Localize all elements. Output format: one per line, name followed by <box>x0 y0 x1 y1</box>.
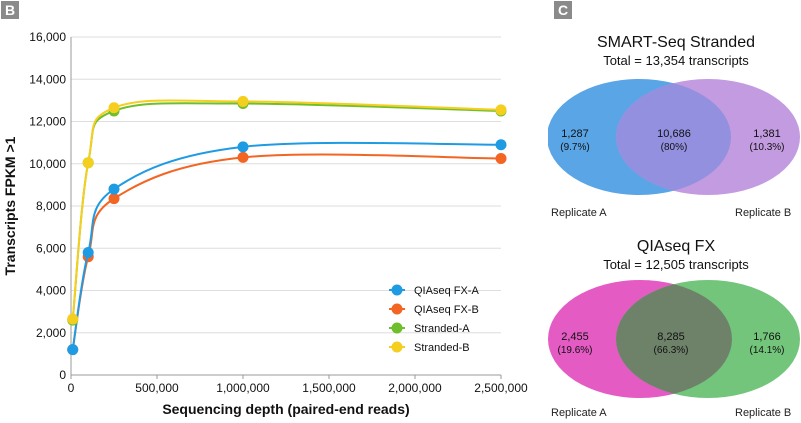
venn-smart-subtitle: Total = 13,354 transcripts <box>603 53 749 68</box>
x-tick-label: 2,500,000 <box>474 381 528 395</box>
venn-smart-overlap-region: 10,686 (80%) <box>644 128 704 154</box>
legend-marker-stranded-b <box>391 341 403 353</box>
data-point-stranded-b <box>67 313 79 325</box>
venn-qia-overlap-count: 8,285 <box>657 331 685 343</box>
panel-c-badge: C <box>554 1 572 19</box>
venn-smart-overlap-pct: (80%) <box>660 142 688 153</box>
series-line-stranded-b <box>71 99 502 320</box>
x-tick-label: 0 <box>68 381 75 395</box>
series-line-qiaseq-fx-b <box>71 153 502 350</box>
venn-smart-left-region: 1,287 (9.7%) <box>545 128 605 154</box>
data-point-qiaseq-fx-a <box>108 183 120 195</box>
legend-marker-stranded-a <box>391 322 403 334</box>
venn-qia-left-label: Replicate A <box>551 407 607 419</box>
legend-label-qiaseq-fx-a: QIAseq FX-A <box>414 285 479 297</box>
y-tick-label: 10,000 <box>29 157 66 171</box>
y-tick-label: 12,000 <box>29 115 66 129</box>
data-point-qiaseq-fx-a <box>67 344 79 356</box>
y-tick-label: 6,000 <box>36 241 66 255</box>
venn-smart-right-count: 1,381 <box>753 128 781 140</box>
venn-qia-right-pct: (14.1%) <box>749 345 785 356</box>
x-tick-label: 2,000,000 <box>388 381 442 395</box>
venn-smart-title: SMART-Seq Stranded <box>596 34 755 51</box>
line-chart: 0 2,000 4,000 6,000 8,000 10,000 12,000 14,000 1… <box>2 30 528 417</box>
venn-qia-overlap-region: 8,285 (66.3%) <box>641 331 701 357</box>
x-tick-label: 1,500,000 <box>302 381 356 395</box>
data-point-stranded-b <box>237 95 249 107</box>
data-point-qiaseq-fx-b <box>495 152 507 164</box>
venn-smart-overlap-count: 10,686 <box>657 128 691 140</box>
legend-label-stranded-a: Stranded-A <box>414 323 470 335</box>
data-point-stranded-b <box>495 104 507 116</box>
series-line-qiaseq-fx-a <box>71 141 502 350</box>
data-point-stranded-b <box>82 157 94 169</box>
venn-qia-right-region: 1,766 (14.1%) <box>737 331 797 357</box>
legend-label-qiaseq-fx-b: QIAseq FX-B <box>414 304 479 316</box>
data-point-stranded-b <box>108 102 120 114</box>
venn-smart-right-pct: (10.3%) <box>749 142 785 153</box>
data-point-qiaseq-fx-b <box>237 151 249 163</box>
data-point-qiaseq-fx-a <box>82 246 94 258</box>
data-point-qiaseq-fx-a <box>495 139 507 151</box>
legend-marker-qiaseq-fx-b <box>391 303 403 315</box>
venn-qia-subtitle: Total = 12,505 transcripts <box>603 257 749 272</box>
y-tick-label: 0 <box>59 368 66 382</box>
y-tick-label: 2,000 <box>36 326 66 340</box>
venn-qia-left-pct: (19.6%) <box>557 345 593 356</box>
y-tick-label: 8,000 <box>36 199 66 213</box>
venn-smart-diagram <box>548 79 800 195</box>
x-tick-label: 1,000,000 <box>216 381 270 395</box>
x-axis-title: Sequencing depth (paired-end reads) <box>162 401 409 417</box>
venn-smart-right-region: 1,381 (10.3%) <box>737 128 797 154</box>
y-tick-label: 4,000 <box>36 284 66 298</box>
venn-qia-title: QIAseq FX <box>636 238 716 255</box>
data-point-qiaseq-fx-a <box>237 141 249 153</box>
data-point-qiaseq-fx-b <box>108 193 120 205</box>
venn-qia-header: QIAseq FX Total = 12,505 transcripts <box>551 238 801 272</box>
y-tick-label: 16,000 <box>29 30 66 44</box>
venn-qia-left-count: 2,455 <box>561 331 589 343</box>
venn-smart-left-count: 1,287 <box>561 128 589 140</box>
x-tick-label: 500,000 <box>135 381 179 395</box>
venn-qia-left-region: 2,455 (19.6%) <box>545 331 605 357</box>
legend-marker-qiaseq-fx-a <box>391 284 403 296</box>
legend-label-stranded-b: Stranded-B <box>414 342 470 354</box>
venn-qia-right-count: 1,766 <box>753 331 781 343</box>
y-tick-label: 14,000 <box>29 72 66 86</box>
venn-smart-header: SMART-Seq Stranded Total = 13,354 transc… <box>551 34 801 68</box>
y-axis-title: Transcripts FPKM >1 <box>2 136 18 275</box>
venn-qia-overlap-pct: (66.3%) <box>653 345 689 356</box>
venn-qia-right-label: Replicate B <box>735 407 792 419</box>
venn-smart-overlap <box>616 79 731 195</box>
panel-b-badge: B <box>1 1 19 19</box>
venn-qia-overlap <box>616 280 732 398</box>
venn-smart-left-pct: (9.7%) <box>560 142 590 153</box>
venn-smart-left-label: Replicate A <box>551 207 607 219</box>
venn-qia-diagram <box>548 280 800 398</box>
venn-smart-right-label: Replicate B <box>735 207 792 219</box>
